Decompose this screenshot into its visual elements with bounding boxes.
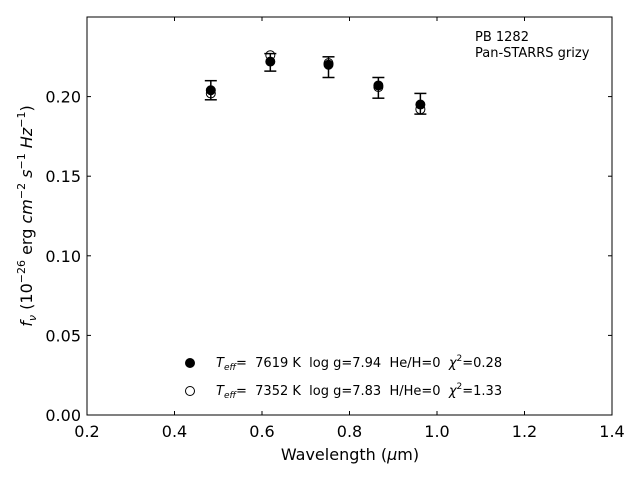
legend-entry-1: Teff= 7619 K log g=7.94 He/H=0 χ2=0.28 (216, 354, 502, 373)
x-tick-label-5: 1.2 (512, 422, 537, 441)
legend-marker-open (185, 386, 195, 396)
point-filled-4 (415, 99, 426, 110)
x-tick-label-4: 1.0 (424, 422, 449, 441)
y-tick-label-4: 0.20 (45, 88, 81, 107)
y-tick-label-3: 0.15 (45, 167, 81, 186)
x-axis-label: Wavelength (μm) (281, 445, 419, 464)
plot-area (86, 16, 613, 416)
point-filled-1 (265, 56, 276, 67)
x-tick-label-2: 0.6 (249, 422, 274, 441)
y-axis-label: fν (10−26 erg cm−2 s−1 Hz−1) (15, 105, 39, 326)
point-filled-0 (205, 85, 216, 96)
y-tick-label-2: 0.10 (45, 247, 81, 266)
y-tick-label-1: 0.05 (45, 326, 81, 345)
x-tick-label-1: 0.4 (162, 422, 187, 441)
legend-marker-filled (185, 358, 195, 368)
y-axis-ticks: 0.00 0.05 0.10 0.15 0.20 (45, 88, 612, 425)
point-filled-2 (323, 59, 334, 70)
x-tick-label-3: 0.8 (337, 422, 362, 441)
annotation-line-2: Pan-STARRS grizy (475, 46, 590, 61)
annotation-line-1: PB 1282 (475, 30, 529, 45)
y-tick-label-0: 0.00 (45, 406, 81, 425)
x-tick-label-6: 1.4 (599, 422, 624, 441)
point-filled-3 (373, 80, 384, 91)
legend-entry-2: Teff= 7352 K log g=7.83 H/He=0 χ2=1.33 (216, 382, 502, 401)
x-axis-ticks: 0.2 0.4 0.6 0.8 1.0 1.2 1.4 (74, 17, 625, 441)
legend: Teff= 7619 K log g=7.94 He/H=0 χ2=0.28 T… (185, 354, 502, 401)
data-points (205, 50, 426, 115)
error-bars (204, 52, 427, 115)
x-tick-label-0: 0.2 (74, 422, 99, 441)
